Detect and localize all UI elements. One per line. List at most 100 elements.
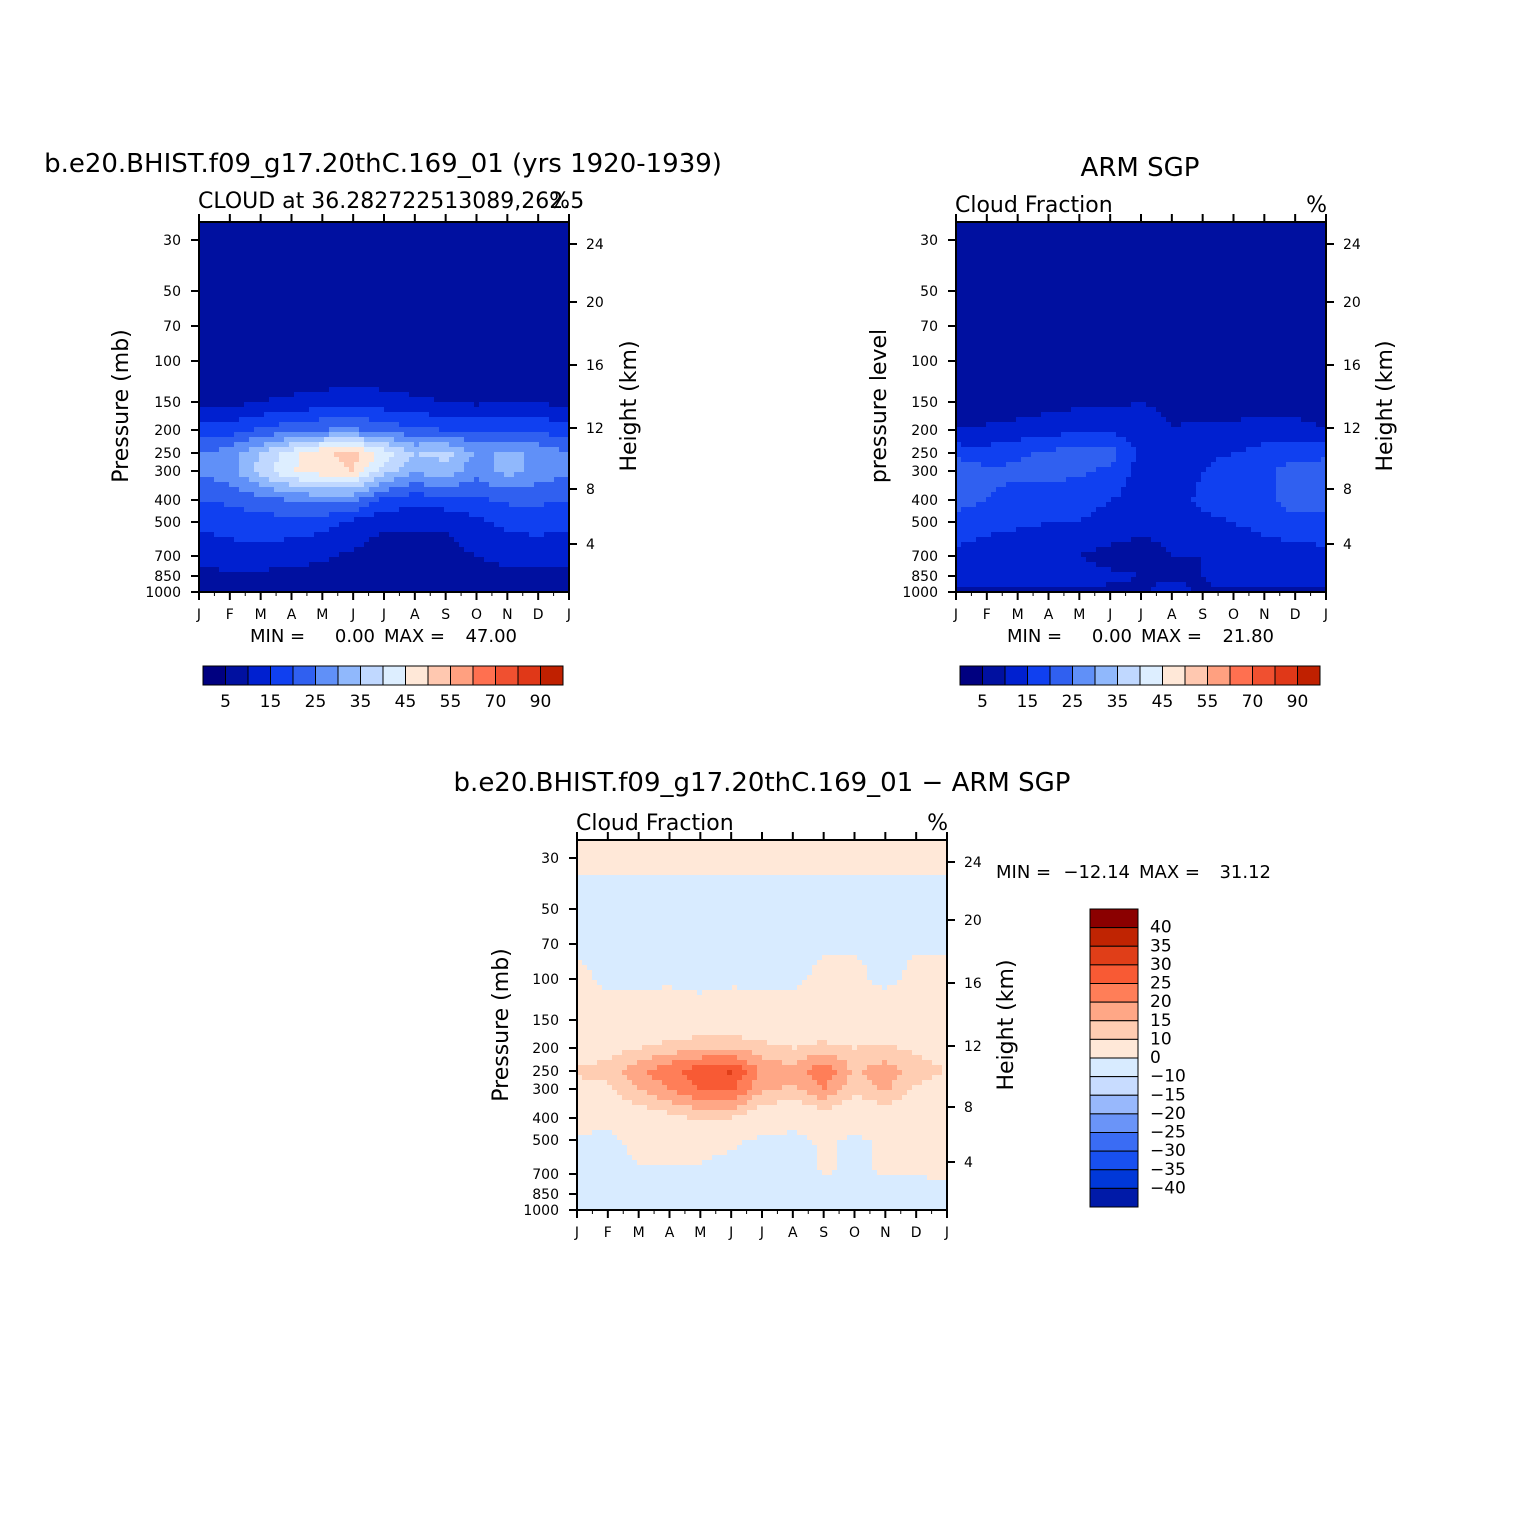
heatmap-cell (334, 317, 340, 323)
heatmap-cell (444, 442, 450, 448)
heatmap-cell (379, 412, 385, 418)
heatmap-cell (224, 287, 230, 293)
heatmap-cell (344, 317, 350, 323)
heatmap-cell (474, 407, 480, 413)
heatmap-cell (364, 267, 370, 273)
heatmap-cell (414, 462, 420, 468)
heatmap-cell (489, 257, 495, 263)
heatmap-cell (524, 482, 530, 488)
heatmap-cell (519, 462, 525, 468)
heatmap-cell (424, 397, 430, 403)
heatmap-cell (499, 372, 505, 378)
heatmap-cell (449, 387, 455, 393)
heatmap-cell (429, 462, 435, 468)
heatmap-cell (239, 382, 245, 388)
heatmap-cell (304, 487, 310, 493)
heatmap-cell (259, 527, 265, 533)
heatmap-cell (514, 527, 520, 533)
heatmap-cell (479, 522, 485, 528)
heatmap-cell (544, 337, 550, 343)
heatmap-cell (304, 507, 310, 513)
heatmap-cell (254, 482, 260, 488)
heatmap-cell (399, 437, 405, 443)
heatmap-cell (459, 307, 465, 313)
heatmap-cell (454, 247, 460, 253)
heatmap-cell (429, 517, 435, 523)
heatmap-cell (414, 317, 420, 323)
heatmap-cell (454, 437, 460, 443)
heatmap-cell (314, 397, 320, 403)
heatmap-cell (334, 397, 340, 403)
heatmap-cell (439, 237, 445, 243)
heatmap-cell (484, 247, 490, 253)
heatmap-cell (524, 227, 530, 233)
heatmap-cell (559, 502, 565, 508)
heatmap-cell (244, 502, 250, 508)
heatmap-cell (284, 297, 290, 303)
heatmap-cell (479, 452, 485, 458)
heatmap-cell (214, 512, 220, 518)
heatmap-cell (494, 512, 500, 518)
heatmap-cell (524, 462, 530, 468)
heatmap-cell (544, 482, 550, 488)
heatmap-cell (419, 432, 425, 438)
heatmap-cell (314, 342, 320, 348)
heatmap-cell (209, 522, 215, 528)
heatmap-cell (299, 552, 305, 558)
heatmap-cell (354, 247, 360, 253)
heatmap-cell (479, 427, 485, 433)
heatmap-cell (239, 312, 245, 318)
heatmap-cell (474, 497, 480, 503)
heatmap-cell (209, 447, 215, 453)
heatmap-cell (379, 362, 385, 368)
heatmap-cell (464, 387, 470, 393)
heatmap-cell (494, 242, 500, 248)
heatmap-cell (419, 532, 425, 538)
heatmap-cell (409, 532, 415, 538)
heatmap-cell (294, 322, 300, 328)
heatmap-cell (284, 292, 290, 298)
heatmap-cell (404, 332, 410, 338)
heatmap-cell (524, 512, 530, 518)
heatmap-cell (424, 522, 430, 528)
heatmap-cell (309, 512, 315, 518)
heatmap-cell (434, 362, 440, 368)
heatmap-cell (269, 407, 275, 413)
heatmap-cell (214, 257, 220, 263)
heatmap-cell (389, 287, 395, 293)
heatmap-cell (469, 367, 475, 373)
heatmap-cell (364, 492, 370, 498)
heatmap-cell (314, 232, 320, 238)
heatmap-cell (494, 497, 500, 503)
heatmap-cell (289, 417, 295, 423)
heatmap-cell (284, 527, 290, 533)
heatmap-cell (264, 402, 270, 408)
heatmap-cell (244, 437, 250, 443)
heatmap-cell (369, 387, 375, 393)
heatmap-cell (419, 407, 425, 413)
heatmap-cell (299, 557, 305, 563)
heatmap-cell (504, 397, 510, 403)
heatmap-cell (209, 512, 215, 518)
heatmap-cell (509, 502, 515, 508)
heatmap-cell (484, 542, 490, 548)
heatmap-cell (244, 542, 250, 548)
heatmap-cell (434, 312, 440, 318)
heatmap-cell (429, 357, 435, 363)
heatmap-cell (249, 527, 255, 533)
heatmap-cell (524, 552, 530, 558)
heatmap-cell (409, 457, 415, 463)
heatmap-cell (454, 522, 460, 528)
heatmap-cell (204, 497, 210, 503)
heatmap-cell (479, 552, 485, 558)
heatmap-cell (359, 522, 365, 528)
heatmap-cell (509, 322, 515, 328)
heatmap-cell (204, 432, 210, 438)
heatmap-cell (379, 247, 385, 253)
heatmap-cell (294, 342, 300, 348)
heatmap-cell (439, 282, 445, 288)
heatmap-cell (319, 237, 325, 243)
heatmap-cell (319, 307, 325, 313)
heatmap-cell (514, 272, 520, 278)
heatmap-cell (409, 397, 415, 403)
